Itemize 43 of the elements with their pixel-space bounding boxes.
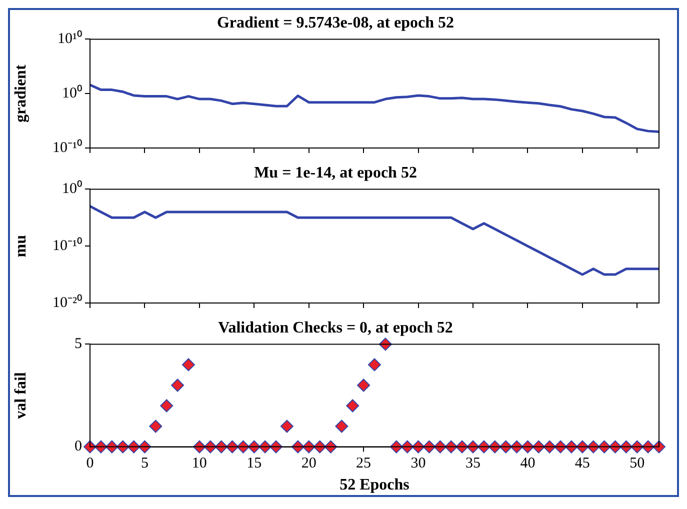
point (280, 420, 294, 433)
point (576, 440, 589, 454)
point (171, 378, 184, 392)
y-tick-label: 10⁻¹⁰ (52, 237, 82, 254)
chart-title: Validation Checks = 0, at epoch 52 (218, 320, 453, 337)
y-tick-label: 5 (74, 336, 82, 352)
point (412, 440, 425, 454)
point (138, 440, 152, 454)
x-tick-label: 25 (356, 456, 372, 472)
y-tick-label: 0 (74, 438, 82, 455)
point (346, 399, 360, 412)
y-axis-title: val fail (12, 372, 30, 419)
x-tick-label: 35 (465, 456, 480, 472)
point (182, 358, 195, 372)
point (248, 440, 261, 454)
point (84, 440, 96, 454)
chart-title: Gradient = 9.5743e-08, at epoch 52 (216, 14, 454, 32)
x-tick-label: 10 (192, 456, 207, 472)
y-tick-label: 10⁻¹⁰ (52, 138, 82, 156)
y-axis-title: mu (12, 234, 30, 258)
x-tick-label: 50 (630, 456, 645, 472)
point (357, 378, 370, 392)
chart-title: Mu = 1e-14, at epoch 52 (254, 164, 417, 182)
y-tick-label: 10⁰ (62, 180, 82, 198)
point (160, 399, 174, 412)
point (335, 420, 348, 433)
x-tick-label: 30 (410, 456, 426, 472)
point (149, 420, 162, 433)
x-tick-label: 20 (301, 456, 316, 472)
x-tick-label: 0 (86, 456, 94, 472)
y-axis-title: gradient (12, 64, 30, 122)
x-tick-label: 40 (520, 456, 536, 472)
x-axis-title: 52 Epochs (340, 476, 410, 494)
point (368, 358, 381, 372)
x-tick-label: 45 (574, 456, 590, 472)
point (521, 440, 534, 454)
x-tick-label: 5 (140, 456, 148, 472)
y-tick-label: 10⁻²⁰ (52, 294, 82, 311)
y-tick-label: 10⁰ (62, 84, 82, 102)
point (630, 440, 644, 454)
y-tick-label: 10¹⁰ (58, 30, 82, 48)
x-tick-label: 15 (246, 456, 262, 472)
point (302, 440, 316, 454)
